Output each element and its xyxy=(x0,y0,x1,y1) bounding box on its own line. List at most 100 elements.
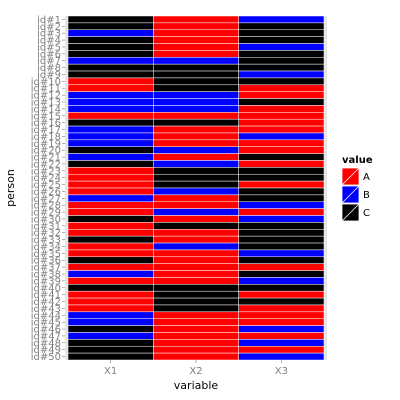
heatmap-cell xyxy=(238,187,325,196)
heatmap-cell xyxy=(67,339,154,347)
heatmap-cell xyxy=(67,311,154,319)
heatmap-cell xyxy=(153,325,239,333)
heatmap-cell xyxy=(238,339,325,347)
y-axis-title: person xyxy=(4,169,17,207)
heatmap-cell xyxy=(67,125,154,134)
y-tick-label: id#22 xyxy=(31,159,61,170)
y-tick-label: id#28 xyxy=(31,201,61,212)
heatmap-cell xyxy=(67,112,154,120)
heatmap-cell xyxy=(153,70,239,79)
heatmap-cell xyxy=(67,63,154,72)
heatmap-cell xyxy=(67,201,154,209)
heatmap-cell xyxy=(238,249,325,258)
heatmap-cell xyxy=(238,215,325,223)
heatmap-cell xyxy=(238,270,325,278)
heatmap-cell xyxy=(67,256,154,264)
legend-item: C xyxy=(341,203,370,222)
heatmap-cell xyxy=(153,36,239,44)
heatmap-cell xyxy=(238,139,325,147)
heatmap-cell xyxy=(153,270,239,278)
heatmap-cell xyxy=(153,284,239,292)
y-tick-label: id#21 xyxy=(31,153,61,164)
y-tick-label: id#4 xyxy=(37,36,61,47)
heatmap-cell xyxy=(238,112,325,120)
heatmap-cell xyxy=(67,57,154,65)
heatmap-cell xyxy=(153,57,239,65)
heatmap-cell xyxy=(153,352,239,361)
heatmap-cell xyxy=(67,98,154,106)
y-tick-label: id#34 xyxy=(31,242,61,253)
y-tick-label: id#14 xyxy=(31,104,61,115)
heatmap-cell xyxy=(67,173,154,182)
heatmap-cell xyxy=(67,194,154,203)
heatmap-cell xyxy=(238,173,325,182)
y-tick-label: id#27 xyxy=(31,194,61,205)
y-tick-label: id#42 xyxy=(31,297,61,308)
y-tick-label: id#15 xyxy=(31,111,61,122)
heatmap-cell xyxy=(153,180,239,189)
y-tick-label: id#19 xyxy=(31,139,61,150)
heatmap-cell xyxy=(67,290,154,299)
heatmap-cell xyxy=(153,173,239,182)
heatmap-cell xyxy=(67,43,154,51)
heatmap-cell xyxy=(238,242,325,251)
y-tick-label: id#30 xyxy=(31,214,61,225)
heatmap-cell xyxy=(153,304,239,313)
heatmap-cell xyxy=(67,15,154,24)
heatmap-cell xyxy=(67,332,154,340)
y-tick-label: id#32 xyxy=(31,228,61,239)
heatmap-cell xyxy=(153,242,239,251)
heatmap-cell xyxy=(238,277,325,285)
heatmap-cell xyxy=(238,22,325,31)
heatmap-cell xyxy=(238,201,325,209)
heatmap-cell xyxy=(238,29,325,37)
heatmap-cell xyxy=(153,50,239,58)
heatmap-cell xyxy=(153,332,239,340)
y-tick-label: id#17 xyxy=(31,125,61,136)
heatmap-cell xyxy=(67,160,154,168)
y-tick-label: id#40 xyxy=(31,283,61,294)
legend-label: C xyxy=(363,208,370,219)
heatmap-cell xyxy=(67,29,154,37)
heatmap-cell xyxy=(67,146,154,154)
heatmap-cell xyxy=(153,77,239,86)
heatmap-cell xyxy=(153,29,239,37)
heatmap-cell xyxy=(67,325,154,333)
heatmap-cell xyxy=(153,339,239,347)
heatmap-cell xyxy=(238,304,325,313)
heatmap-cell xyxy=(153,153,239,161)
heatmap-cell xyxy=(153,15,239,24)
y-tick-label: id#26 xyxy=(31,187,61,198)
legend-item: B xyxy=(341,185,370,204)
heatmap-cell xyxy=(153,256,239,264)
y-tick-label: id#35 xyxy=(31,249,61,260)
heatmap-cell xyxy=(238,263,325,271)
heatmap-cell xyxy=(238,194,325,203)
heatmap-cell xyxy=(153,98,239,106)
heatmap-cell xyxy=(67,297,154,306)
heatmap-cell xyxy=(153,297,239,306)
legend-swatch-slash xyxy=(341,203,360,222)
heatmap-cell xyxy=(67,215,154,223)
heatmap-cell xyxy=(238,84,325,92)
heatmap-cell xyxy=(67,180,154,189)
heatmap-cell xyxy=(67,139,154,147)
heatmap-cell xyxy=(153,187,239,196)
heatmap-cell xyxy=(153,125,239,134)
y-tick-label: id#50 xyxy=(31,352,61,363)
heatmap-cell xyxy=(153,43,239,51)
y-tick-label: id#12 xyxy=(31,91,61,102)
heatmap-cell xyxy=(153,235,239,244)
heatmap-cell xyxy=(238,118,325,127)
heatmap-cell xyxy=(238,125,325,134)
y-tick-label: id#18 xyxy=(31,132,61,143)
y-tick-label: id#23 xyxy=(31,166,61,177)
heatmap-cell xyxy=(153,118,239,127)
heatmap-cell xyxy=(153,22,239,31)
heatmap-cell xyxy=(67,284,154,292)
x-tick-label: X2 xyxy=(189,366,202,377)
legend-label: B xyxy=(363,190,370,201)
heatmap-cell xyxy=(238,146,325,154)
heatmap-cell xyxy=(153,132,239,141)
